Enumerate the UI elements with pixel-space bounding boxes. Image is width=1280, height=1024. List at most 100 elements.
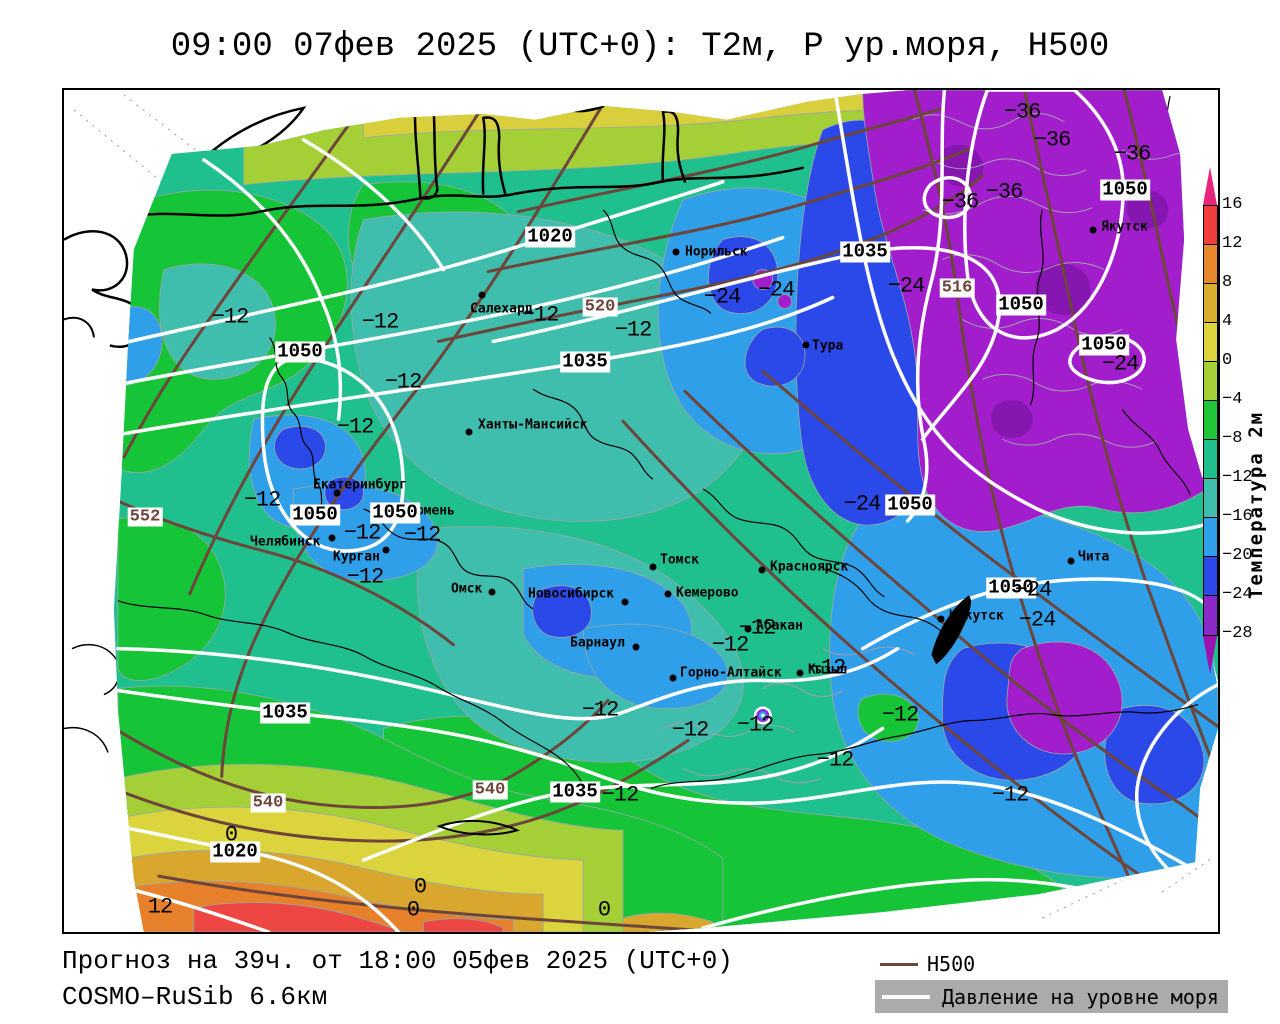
city-dot [333,489,341,497]
city-label: Горно-Алтайск [680,665,782,681]
city-label: Красноярск [770,559,849,575]
temperature-label: −12 [361,309,400,335]
pressure-contour-label: 1050 [1079,333,1129,356]
model-info: COSMO–RuSib 6.6км [62,982,328,1012]
pressure-contour-label: 1050 [996,293,1046,316]
temperature-label: −12 [738,615,777,641]
city-label: Томск [660,552,700,568]
pressure-contour-label: 1035 [260,701,310,724]
city-dot [672,248,680,256]
admin-borders [117,209,1199,799]
colorbar-segment [1204,440,1217,479]
temperature-label: −12 [346,564,385,590]
city-dot [937,615,945,623]
city-dot [1067,557,1075,565]
legend-h500: H500 [880,952,975,976]
colorbar-body [1203,205,1218,636]
h500-legend-label: H500 [927,952,976,976]
temperature-colorbar [1203,167,1218,674]
colorbar-segment [1204,596,1217,635]
temperature-label: −24 [843,491,882,517]
pressure-contour-label: 1020 [210,840,260,863]
colorbar-segment [1204,518,1217,557]
pressure-contour-label: 1035 [840,240,890,263]
temperature-label: −12 [816,747,855,773]
city-label: Кызыл [808,662,848,678]
colorbar-segment [1204,557,1217,596]
temperature-label: −12 [711,632,750,658]
temperature-label: −36 [941,189,980,215]
colorbar-segment [1204,323,1217,362]
pressure-contours [113,90,1218,932]
temperature-label: −24 [757,277,796,303]
colorbar-tick-label: −8 [1222,429,1243,448]
map-frame: Норильск Салехард Тура Ханты-Мансийск Екатер… [62,88,1220,934]
colorbar-segment [1204,401,1217,440]
h500-contour-label: 540 [250,793,286,813]
graticule-dashes [73,94,1213,919]
h500-contour-label: 516 [939,278,975,298]
colorbar-segment [1204,479,1217,518]
colorbar-over-arrow [1203,167,1217,205]
colorbar-segment [1204,284,1217,323]
pressure-contour-label: 1050 [986,576,1036,599]
colorbar-tick-label: 0 [1222,351,1233,370]
city-dot [649,563,657,571]
legend-pressure: Давление на уровне моря [875,980,1228,1013]
colorbar-tick-label: 16 [1222,195,1243,214]
colorbar-segment [1204,362,1217,401]
city-dot [758,566,766,574]
pressure-contour-label: 1050 [290,503,340,526]
city-label: Барнаул [570,635,625,651]
temperature-label: −12 [521,302,560,328]
pressure-contour-label: 1050 [370,501,420,524]
city-dot [488,588,496,596]
map-labels-layer: Норильск Салехард Тура Ханты-Мансийск Екатер… [64,90,1218,932]
h500-contour-label: 552 [127,507,163,527]
pressure-contour-label: 1020 [525,225,575,248]
temperature-label: −12 [736,712,775,738]
city-label: Кемерово [676,585,739,601]
city-dot [382,546,390,554]
temperature-label: 0 [597,897,611,923]
city-label: Иркутск [949,608,1004,624]
h500-contour-label: 540 [472,780,508,800]
city-label: Тура [812,338,844,354]
city-label: Екатеринбург [313,477,407,493]
temperature-label: −12 [211,304,250,330]
temperature-label: −12 [991,782,1030,808]
h500-contour-label: 520 [582,297,618,317]
city-dot [621,598,629,606]
temperature-label: −12 [808,655,847,681]
city-dot [632,643,640,651]
temperature-label: −12 [403,522,442,548]
pressure-contour-label: 1050 [885,493,935,516]
page-title: 09:00 07фев 2025 (UTC+0): Т2м, Р ур.моря… [170,28,1110,66]
city-label: Норильск [685,244,748,260]
city-label: Чита [1078,549,1110,565]
temperature-label: −24 [1018,607,1057,633]
temperature-label: −24 [1014,577,1053,603]
city-label: Ханты-Мансийск [478,417,588,433]
city-label: Абакан [756,618,803,634]
temperature-label: −12 [581,697,620,723]
city-dot [796,669,804,677]
city-label: Салехард [470,301,533,317]
city-dot [1089,226,1097,234]
colorbar-tick-label: −12 [1222,468,1253,487]
colorbar-tick-label: −20 [1222,546,1253,565]
city-label: Новосибирск [528,586,615,602]
h500-line-swatch [880,962,918,966]
temperature-label: −36 [1033,127,1072,153]
pressure-legend-label: Давление на уровне моря [942,984,1219,1009]
temperature-label: −24 [887,273,926,299]
colorbar-tick-label: 8 [1222,273,1233,292]
temperature-label: −24 [1101,351,1140,377]
city-label: Челябинск [250,534,321,550]
city-dot [328,534,336,542]
temperature-label: −36 [1003,99,1042,125]
pressure-contour-label: 1050 [275,340,325,363]
pressure-line-swatch [882,994,930,999]
temperature-label: −12 [243,487,282,513]
